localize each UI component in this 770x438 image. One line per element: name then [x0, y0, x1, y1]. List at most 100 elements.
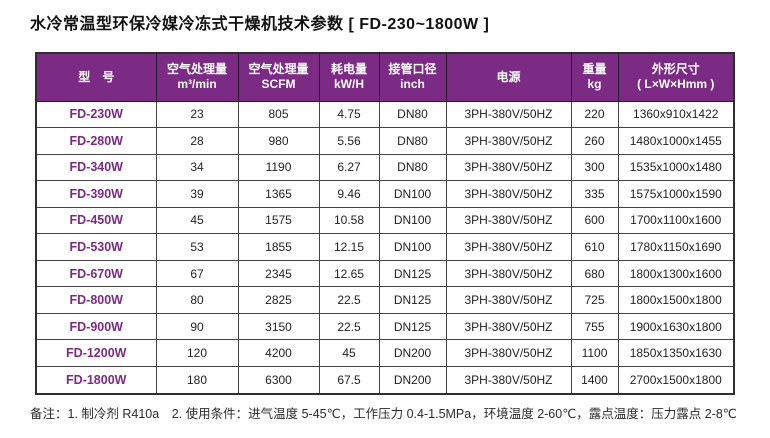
value-cell: DN100 — [378, 233, 447, 261]
value-cell: 90 — [155, 312, 239, 341]
value-cell: 39 — [155, 180, 239, 208]
value-cell: 22.5 — [318, 312, 380, 341]
model-cell: FD-390W — [35, 180, 157, 208]
column-header-line1: 接管口径 — [388, 62, 437, 77]
column-header: 空气处理量 SCFM — [237, 52, 320, 102]
value-cell: 3PH-380V/50HZ — [445, 339, 572, 367]
value-cell: 3PH-380V/50HZ — [445, 286, 572, 314]
value-cell: 45 — [318, 339, 380, 367]
value-cell: 1575x1000x1590 — [617, 180, 735, 208]
value-cell: 67.5 — [318, 365, 380, 395]
value-cell: 1365 — [237, 180, 320, 208]
value-cell: 2345 — [237, 259, 320, 288]
value-cell: 45 — [155, 206, 239, 235]
value-cell: DN200 — [378, 339, 447, 367]
value-cell: 1480x1000x1455 — [617, 127, 735, 155]
spec-table: 型 号空气处理量 m³/min 空气处理量 SCFM 耗电量 kW/H 接管口径 inch 电源… — [35, 52, 735, 395]
page-title: 水冷常温型环保冷媒冷冻式干燥机技术参数 [ FD-230~1800W ] — [30, 16, 490, 33]
value-cell: 3PH-380V/50HZ — [445, 127, 572, 155]
table-row: FD-800W 80 2825 22.5 DN125 3PH-380V/50HZ 725 18… — [35, 286, 735, 314]
value-cell: 53 — [155, 233, 239, 261]
model-cell: FD-670W — [35, 259, 157, 288]
column-header-line2: SCFM — [261, 77, 296, 92]
model-cell: FD-1800W — [35, 365, 157, 395]
model-cell: FD-900W — [35, 312, 157, 341]
value-cell: DN80 — [378, 127, 447, 155]
value-cell: 3PH-380V/50HZ — [445, 100, 572, 129]
table-row: FD-390W 39 1365 9.46 DN100 3PH-380V/50HZ 335 15… — [35, 180, 735, 208]
column-header-line2: m³/min — [177, 77, 217, 92]
column-header: 外形尺寸( L×W×Hmm ) — [617, 52, 735, 102]
value-cell: 1800x1300x1600 — [617, 259, 735, 288]
model-cell: FD-1200W — [35, 339, 157, 367]
value-cell: 1800x1500x1800 — [617, 286, 735, 314]
value-cell: 1190 — [237, 153, 320, 182]
column-header-line1: 耗电量 — [330, 62, 367, 77]
column-header: 耗电量 kW/H — [318, 52, 380, 102]
table-row: FD-230W 23 805 4.75 DN80 3PH-380V/50HZ 220 1360… — [35, 100, 735, 129]
value-cell: 180 — [155, 365, 239, 395]
value-cell: 680 — [570, 259, 619, 288]
column-header-line2: ( L×W×Hmm ) — [637, 77, 715, 92]
value-cell: 260 — [570, 127, 619, 155]
value-cell: 2700x1500x1800 — [617, 365, 735, 395]
value-cell: 12.65 — [318, 259, 380, 288]
model-cell: FD-450W — [35, 206, 157, 235]
table-row: FD-530W 53 1855 12.15 DN100 3PH-380V/50HZ 610 1… — [35, 233, 735, 261]
value-cell: 1100 — [570, 339, 619, 367]
value-cell: 3PH-380V/50HZ — [445, 259, 572, 288]
value-cell: 120 — [155, 339, 239, 367]
column-header: 重量 kg — [570, 52, 619, 102]
value-cell: 23 — [155, 100, 239, 129]
value-cell: 725 — [570, 286, 619, 314]
value-cell: 805 — [237, 100, 320, 129]
value-cell: DN125 — [378, 286, 447, 314]
value-cell: 1855 — [237, 233, 320, 261]
column-header-line2: kg — [587, 77, 602, 92]
column-header-line2: inch — [400, 77, 425, 92]
value-cell: 980 — [237, 127, 320, 155]
value-cell: DN80 — [378, 153, 447, 182]
value-cell: 2825 — [237, 286, 320, 314]
column-header-line1: 重量 — [582, 62, 607, 77]
value-cell: 3PH-380V/50HZ — [445, 312, 572, 341]
table-row: FD-1200W 120 4200 45 DN200 3PH-380V/50HZ 1100 1… — [35, 339, 735, 367]
column-header-line1: 空气处理量 — [248, 62, 309, 77]
value-cell: 10.58 — [318, 206, 380, 235]
value-cell: 28 — [155, 127, 239, 155]
value-cell: 67 — [155, 259, 239, 288]
model-cell: FD-280W — [35, 127, 157, 155]
value-cell: DN125 — [378, 312, 447, 341]
value-cell: 12.15 — [318, 233, 380, 261]
table-row: FD-1800W 180 6300 67.5 DN200 3PH-380V/50HZ 140… — [35, 365, 735, 395]
value-cell: DN125 — [378, 259, 447, 288]
table-row: FD-450W 45 1575 10.58 DN100 3PH-380V/50HZ 600 1… — [35, 206, 735, 235]
column-header-line1: 电源 — [496, 69, 521, 84]
value-cell: DN80 — [378, 100, 447, 129]
value-cell: 3PH-380V/50HZ — [445, 180, 572, 208]
value-cell: 220 — [570, 100, 619, 129]
value-cell: 6.27 — [318, 153, 380, 182]
model-cell: FD-340W — [35, 153, 157, 182]
value-cell: 4200 — [237, 339, 320, 367]
value-cell: 9.46 — [318, 180, 380, 208]
value-cell: 4.75 — [318, 100, 380, 129]
value-cell: DN100 — [378, 206, 447, 235]
value-cell: 6300 — [237, 365, 320, 395]
value-cell: 1535x1000x1480 — [617, 153, 735, 182]
value-cell: 5.56 — [318, 127, 380, 155]
value-cell: 3PH-380V/50HZ — [445, 233, 572, 261]
value-cell: 3PH-380V/50HZ — [445, 365, 572, 395]
model-cell: FD-530W — [35, 233, 157, 261]
value-cell: 300 — [570, 153, 619, 182]
table-row: FD-280W 28 980 5.56 DN80 3PH-380V/50HZ 260 1480… — [35, 127, 735, 155]
table-row: FD-340W 34 1190 6.27 DN80 3PH-380V/50HZ 300 153… — [35, 153, 735, 182]
footnote: 备注：1. 制冷剂 R410a 2. 使用条件：进气温度 5-45℃，工作压力 … — [30, 407, 737, 421]
value-cell: 1900x1630x1800 — [617, 312, 735, 341]
header-row: 型 号空气处理量 m³/min 空气处理量 SCFM 耗电量 kW/H 接管口径 inch 电源… — [35, 52, 735, 102]
column-header-line1: 型 号 — [78, 69, 115, 84]
column-header: 空气处理量 m³/min — [155, 52, 239, 102]
value-cell: 1575 — [237, 206, 320, 235]
value-cell: 610 — [570, 233, 619, 261]
value-cell: 600 — [570, 206, 619, 235]
